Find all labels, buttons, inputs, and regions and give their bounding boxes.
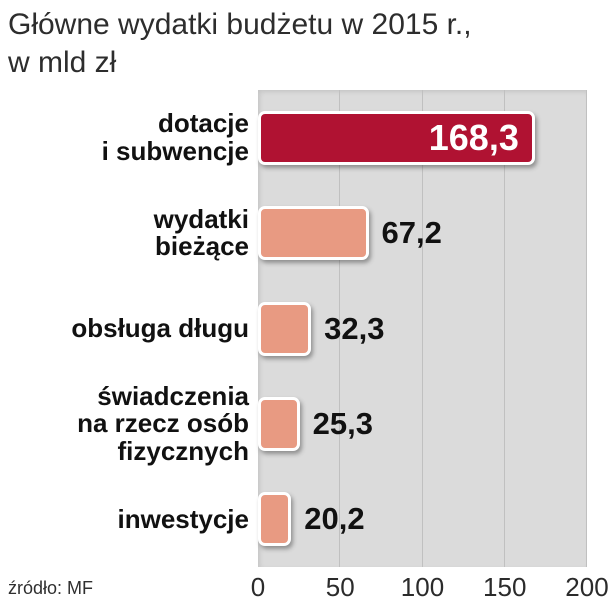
chart-row-dotacje-i-subwencje: dotacje i subwencje 168,3 <box>0 90 609 185</box>
chart-title: Główne wydatki budżetu w 2015 r., w mld … <box>8 6 472 83</box>
value-label: 25,3 <box>312 405 373 441</box>
category-label: inwestycje <box>117 503 249 534</box>
chart-title-line2: w mld zł <box>8 46 117 80</box>
gridline <box>586 90 587 567</box>
category-label: obsługa długu <box>71 312 249 343</box>
chart-rows: dotacje i subwencje 168,3 wydatki bieżące 67,… <box>0 90 609 567</box>
chart-title-line1: Główne wydatki budżetu w 2015 r., <box>8 8 472 41</box>
chart-row-swiadczenia-na-rzecz-osob-fizycznych: świadczenia na rzecz osób fizycznych 25,3 <box>0 376 609 471</box>
gridline <box>339 90 341 567</box>
gridline <box>503 90 505 567</box>
category-label: świadczenia na rzecz osób fizycznych <box>77 380 249 466</box>
value-label: 20,2 <box>304 501 365 537</box>
category-label: dotacje i subwencje <box>101 108 249 166</box>
chart-row-inwestycje: inwestycje 20,2 <box>0 472 609 567</box>
chart-row-obsluga-dlugu: obsługa długu 32,3 <box>0 281 609 376</box>
bar-track: 25,3 <box>258 376 587 471</box>
bar-inwestycje <box>258 492 292 547</box>
axis-tick-label: 0 <box>250 572 266 602</box>
category-label: wydatki bieżące <box>153 203 249 262</box>
bar-dotacje-i-subwencje: 168,3 <box>258 110 535 165</box>
x-axis: 0 50 100 150 200 <box>251 572 609 604</box>
axis-tick-label: 150 <box>483 572 527 602</box>
value-label: 168,3 <box>428 116 519 158</box>
bar-track: 32,3 <box>258 281 587 376</box>
value-label: 67,2 <box>381 215 442 251</box>
bar-swiadczenia-na-rzecz-osob-fizycznych <box>258 396 300 451</box>
bar-track: 168,3 <box>258 90 587 185</box>
gridline <box>421 90 423 567</box>
bar-wydatki-biezace <box>258 206 369 261</box>
bar-track: 67,2 <box>258 185 587 280</box>
bar-chart: dotacje i subwencje 168,3 wydatki bieżące 67,… <box>0 90 609 567</box>
plot-area <box>258 90 587 567</box>
axis-tick-label: 100 <box>400 572 445 602</box>
bar-obsluga-dlugu <box>258 301 312 356</box>
source-note: źródło: MF <box>8 578 94 598</box>
chart-row-wydatki-biezace: wydatki bieżące 67,2 <box>0 185 609 280</box>
bar-track: 20,2 <box>258 472 587 567</box>
value-label: 32,3 <box>324 310 385 346</box>
axis-tick-label: 50 <box>325 572 355 602</box>
axis-tick-label: 200 <box>565 572 609 602</box>
